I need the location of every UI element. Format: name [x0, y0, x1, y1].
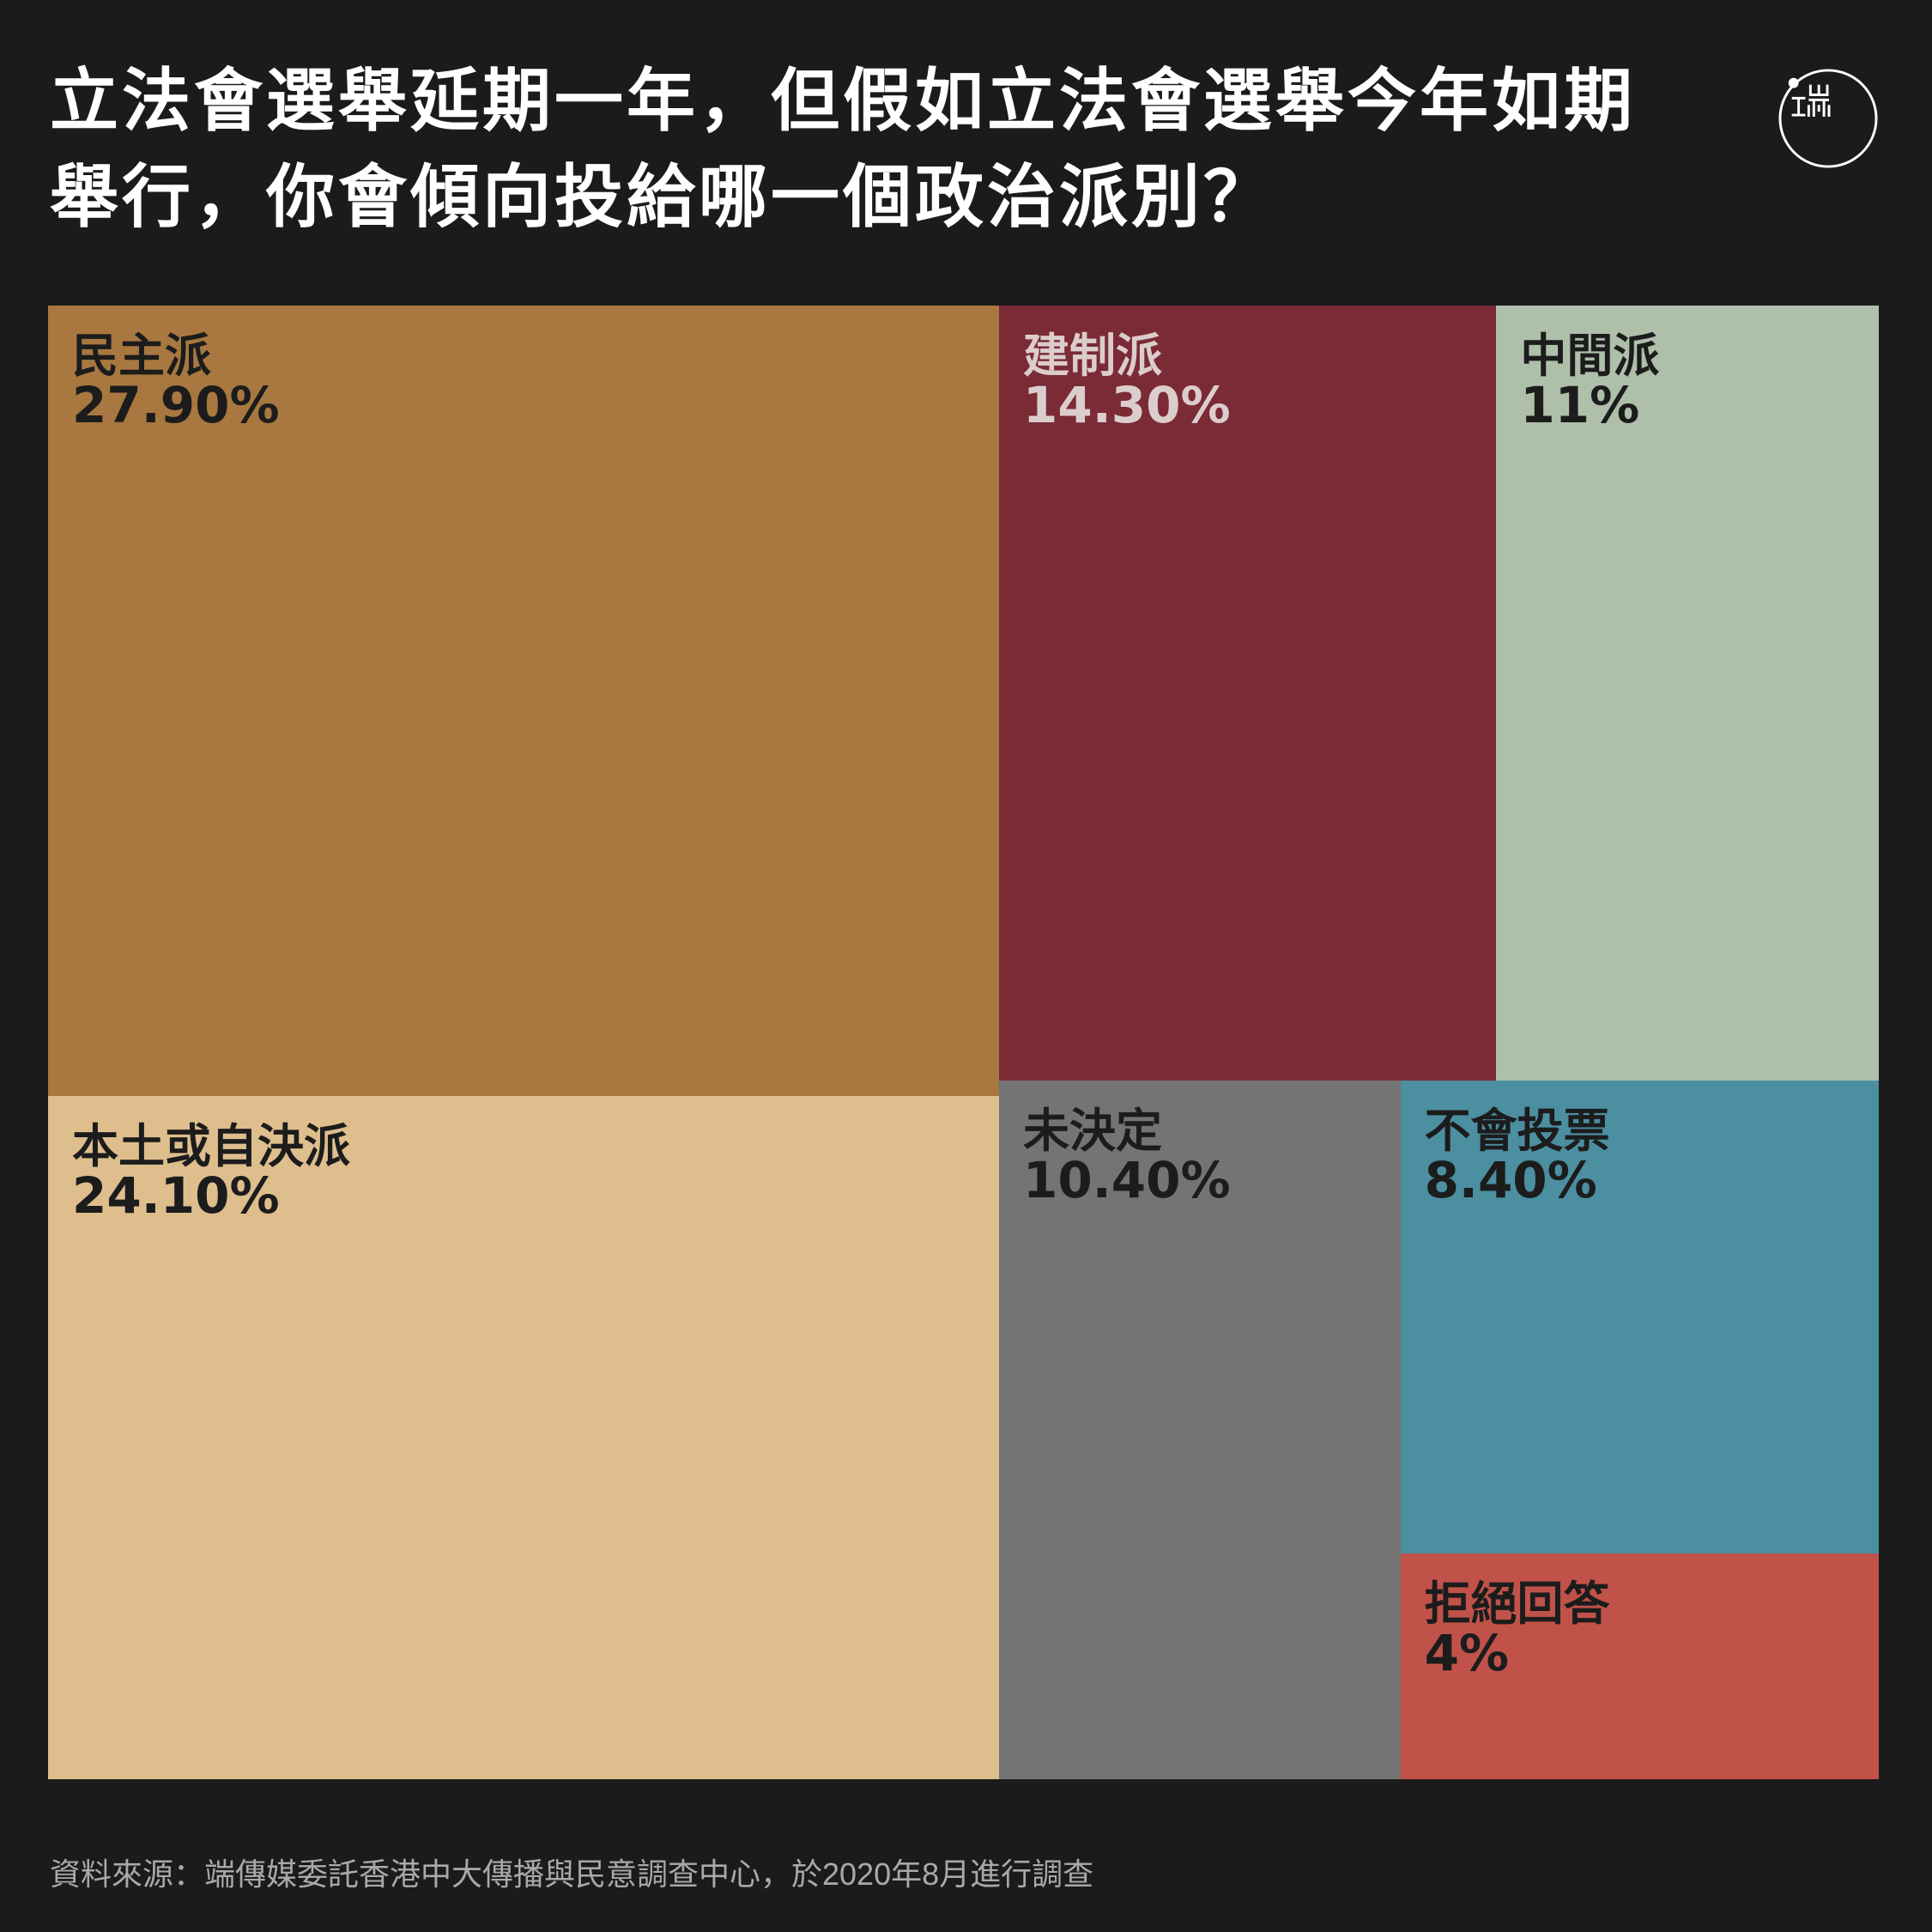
treemap-cell: 拒絕回答 4%: [1400, 1553, 1879, 1779]
cell-category-label: 民主派: [72, 329, 211, 383]
treemap-cell: 不會投票 8.40%: [1400, 1081, 1879, 1554]
treemap-cell: 中間派 11%: [1496, 306, 1879, 1081]
cell-value-label: 14.30%: [1023, 376, 1231, 434]
cell-category-label: 拒絕回答: [1424, 1577, 1610, 1632]
cell-value-label: 10.40%: [1023, 1151, 1231, 1210]
treemap-cell: 未決定 10.40%: [999, 1081, 1401, 1779]
cell-category-label: 不會投票: [1424, 1104, 1610, 1159]
treemap-cell: 本土或自決派 24.10%: [48, 1096, 1000, 1779]
title-line-1: 立法會選舉延期一年，但假如立法會選舉今年如期: [50, 61, 1636, 141]
cell-value-label: 27.90%: [72, 376, 280, 434]
cell-category-label: 建制派: [1023, 329, 1163, 383]
chart-title: 立法會選舉延期一年，但假如立法會選舉今年如期 舉行，你會傾向投給哪一個政治派別？: [50, 53, 1681, 245]
treemap-chart: 民主派 27.90% 本土或自決派 24.10% 建制派 14.30% 中間派 11% 未決定 1…: [48, 306, 1879, 1779]
cell-category-label: 未決定: [1023, 1104, 1163, 1159]
initium-logo-icon: [1778, 69, 1878, 168]
cell-value-label: 11%: [1520, 376, 1640, 434]
title-line-2: 舉行，你會傾向投給哪一個政治派別？: [50, 157, 1275, 237]
cell-value-label: 24.10%: [72, 1166, 280, 1226]
source-note: 資料來源：端傳媒委託香港中大傳播與民意調查中心，於2020年8月進行調查: [50, 1856, 1094, 1892]
treemap-cell: 建制派 14.30%: [999, 306, 1497, 1081]
cell-value-label: 8.40%: [1424, 1151, 1597, 1210]
cell-value-label: 4%: [1424, 1624, 1510, 1683]
cell-category-label: 中間派: [1520, 329, 1660, 383]
cell-category-label: 本土或自決派: [72, 1119, 350, 1174]
treemap-cell: 民主派 27.90%: [48, 306, 1000, 1097]
